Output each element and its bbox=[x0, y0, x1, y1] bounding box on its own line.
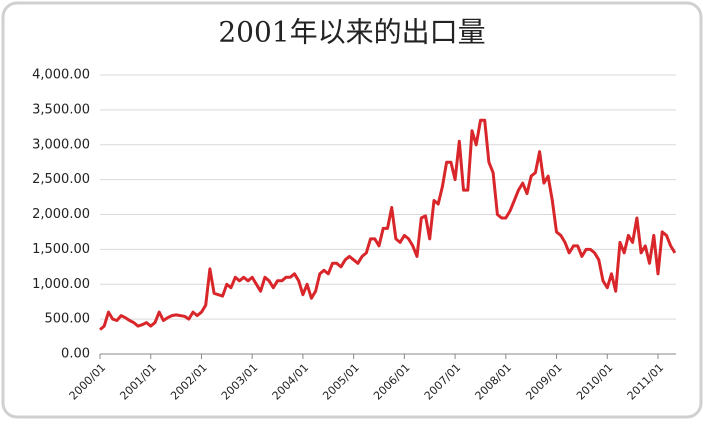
y-tick-label: 1,000.00 bbox=[32, 277, 90, 292]
y-tick-label: 3,000.00 bbox=[32, 137, 90, 152]
chart-title: 2001年以来的出口量 bbox=[218, 16, 485, 49]
y-tick-label: 3,500.00 bbox=[32, 102, 90, 117]
y-tick-label: 2,500.00 bbox=[32, 172, 90, 187]
y-tick-label: 0.00 bbox=[61, 347, 90, 362]
line-series bbox=[99, 118, 677, 331]
y-tick-label: 2,000.00 bbox=[32, 207, 90, 222]
y-tick-label: 500.00 bbox=[45, 312, 91, 327]
y-tick-label: 1,500.00 bbox=[32, 242, 90, 257]
y-tick-label: 4,000.00 bbox=[32, 68, 90, 83]
